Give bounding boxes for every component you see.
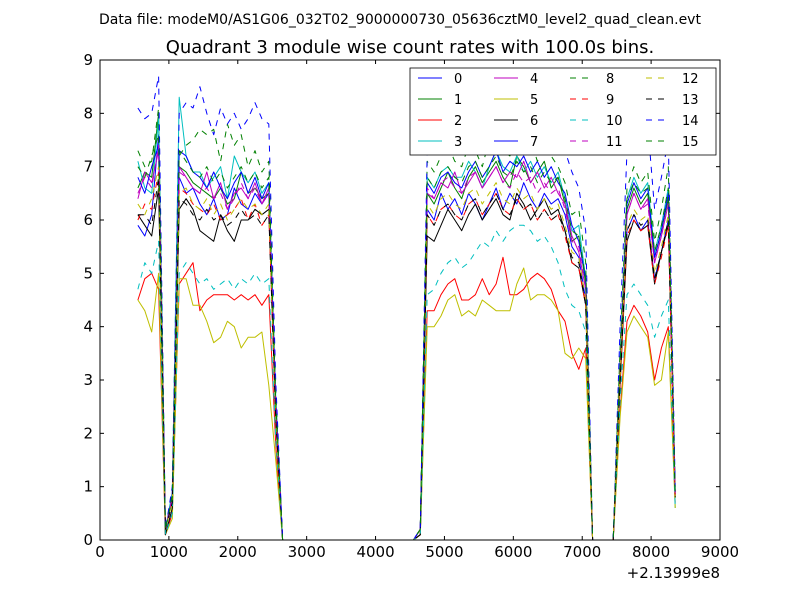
series-line-2 xyxy=(137,256,676,541)
legend-label-10: 10 xyxy=(606,114,623,129)
x-tick-label: 1000 xyxy=(150,543,188,561)
data-file-suptitle: Data file: modeM0/AS1G06_032T02_90000007… xyxy=(99,12,701,28)
series-line-10 xyxy=(137,224,676,541)
x-tick-label: 6000 xyxy=(494,543,532,561)
y-tick-label: 4 xyxy=(83,318,93,336)
series-line-12 xyxy=(137,166,676,541)
axis-ticks: 0 1000 2000 3000 4000 5000 6000 7000 8000 9000012… xyxy=(83,51,739,561)
series-line-7 xyxy=(137,144,676,541)
y-tick-label: 7 xyxy=(83,158,93,176)
legend-label-3: 3 xyxy=(454,135,462,150)
legend-label-12: 12 xyxy=(682,72,699,87)
series-line-3 xyxy=(137,96,676,541)
x-tick-label: 5000 xyxy=(425,543,463,561)
legend-label-9: 9 xyxy=(606,93,614,108)
x-tick-label: 4000 xyxy=(356,543,394,561)
legend-label-4: 4 xyxy=(530,72,538,87)
series-line-1 xyxy=(137,112,676,541)
x-tick-label: 0 xyxy=(95,543,105,561)
plot-frame xyxy=(99,59,721,541)
series-line-4 xyxy=(137,150,676,541)
x-tick-label: 9000 xyxy=(701,543,739,561)
series-line-11 xyxy=(137,144,676,541)
series-line-0 xyxy=(137,134,676,541)
legend-label-11: 11 xyxy=(606,135,623,150)
x-tick-label: 8000 xyxy=(632,543,670,561)
legend-label-2: 2 xyxy=(454,114,462,129)
y-tick-label: 1 xyxy=(83,478,93,496)
legend-frame xyxy=(409,67,717,156)
y-tick-label: 9 xyxy=(83,51,93,69)
y-tick-label: 2 xyxy=(83,424,93,442)
legend-label-15: 15 xyxy=(682,135,699,150)
series-line-15 xyxy=(137,134,676,541)
y-tick-label: 6 xyxy=(83,211,93,229)
x-tick-label: 3000 xyxy=(288,543,326,561)
x-tick-label: 2000 xyxy=(219,543,257,561)
series-line-6 xyxy=(137,187,676,541)
y-tick-label: 5 xyxy=(83,264,93,282)
series-line-13 xyxy=(137,176,676,541)
legend-label-8: 8 xyxy=(606,72,614,87)
legend-label-14: 14 xyxy=(682,114,699,129)
y-tick-label: 8 xyxy=(83,104,93,122)
series-line-5 xyxy=(137,267,676,541)
legend-label-1: 1 xyxy=(454,93,462,108)
legend-label-7: 7 xyxy=(530,135,538,150)
chart-title: Quadrant 3 module wise count rates with … xyxy=(166,37,655,58)
x-tick-label: 7000 xyxy=(563,543,601,561)
legend-label-5: 5 xyxy=(530,93,538,108)
legend-label-6: 6 xyxy=(530,114,538,129)
x-offset-label: +2.13999e8 xyxy=(627,564,720,582)
series-line-9 xyxy=(137,171,676,541)
legend-label-13: 13 xyxy=(682,93,699,108)
y-tick-label: 3 xyxy=(83,371,93,389)
y-tick-label: 0 xyxy=(83,531,93,549)
series-line-8 xyxy=(137,107,676,541)
legend-label-0: 0 xyxy=(454,72,462,87)
